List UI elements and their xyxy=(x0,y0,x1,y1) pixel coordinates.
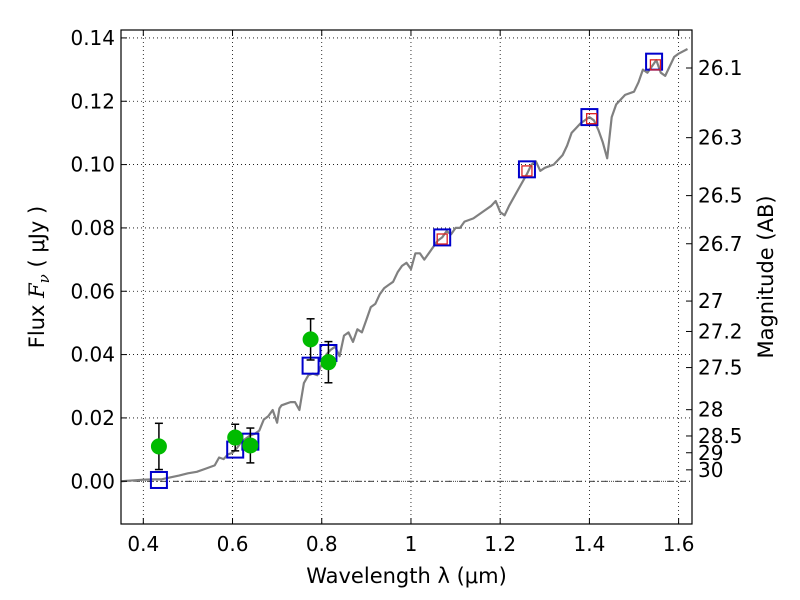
y-tick-label: 0.00 xyxy=(70,469,115,493)
y-tick-label: 0.10 xyxy=(70,153,115,177)
y2-tick-label: 28.5 xyxy=(698,424,743,448)
observed-detection-point xyxy=(227,429,244,446)
grid-lines xyxy=(121,30,692,524)
y-axis-label-subscript: ν xyxy=(35,274,53,283)
y2-tick-label: 26.1 xyxy=(698,56,743,80)
x-tick-label: 0.8 xyxy=(306,532,338,556)
y-axis-label: Flux Fν ( μJy ) xyxy=(25,206,53,348)
y2-axis-label: Magnitude (AB) xyxy=(754,195,778,358)
sed-curve xyxy=(120,48,689,483)
y-tick-label: 0.08 xyxy=(70,216,115,240)
model-photometry-point xyxy=(517,160,536,179)
y-axis-label-symbol: F xyxy=(25,282,49,299)
model-photometry-point xyxy=(149,470,168,489)
y-axis-label-suffix: ( μJy ) xyxy=(25,206,49,274)
x-tick-label: 1.6 xyxy=(663,532,695,556)
observed-detection-point xyxy=(242,437,259,454)
y2-tick-label: 27.2 xyxy=(698,319,743,343)
y2-tick-label: 30 xyxy=(698,458,723,482)
y-tick-label: 0.12 xyxy=(70,89,115,113)
y-tick-label: 0.14 xyxy=(70,26,115,50)
y2-tick-label: 26.7 xyxy=(698,232,743,256)
y2-tick-label: 28 xyxy=(698,398,723,422)
model-photometry-point xyxy=(580,108,599,127)
y-tick-label: 0.06 xyxy=(70,279,115,303)
y-tick-label: 0.02 xyxy=(70,406,115,430)
y-axis-label-prefix: Flux xyxy=(25,298,49,348)
observed-limit-point xyxy=(521,165,533,177)
x-tick-label: 1 xyxy=(405,532,418,556)
series-layer xyxy=(120,48,689,489)
y-tick-label: 0.04 xyxy=(70,343,115,367)
observed-detection-point xyxy=(302,331,319,348)
plot-frame xyxy=(120,29,693,525)
x-tick-label: 0.6 xyxy=(217,532,249,556)
observed-limit-point xyxy=(649,59,662,71)
observed-detection-point xyxy=(320,354,337,371)
tick-layer: 0.4 0.6 0.8 1 1.2 1.4 1.6 0.00 0.02 0.04 0.06 0.08 0… xyxy=(70,26,742,556)
y2-tick-label: 27 xyxy=(698,289,723,313)
x-tick-label: 0.4 xyxy=(127,532,159,556)
observed-limit-point xyxy=(436,233,448,245)
model-photometry-point xyxy=(433,228,452,247)
observed-detection-point xyxy=(150,438,167,455)
observed-limit-point xyxy=(585,113,598,125)
x-tick-label: 1.2 xyxy=(484,532,516,556)
x-axis-label: Wavelength λ (μm) xyxy=(306,564,507,588)
y2-tick-label: 26.5 xyxy=(698,184,743,208)
y2-tick-label: 26.3 xyxy=(698,126,743,150)
x-tick-label: 1.4 xyxy=(573,532,605,556)
y2-tick-label: 29 xyxy=(698,441,723,465)
y2-tick-label: 27.5 xyxy=(698,356,743,380)
